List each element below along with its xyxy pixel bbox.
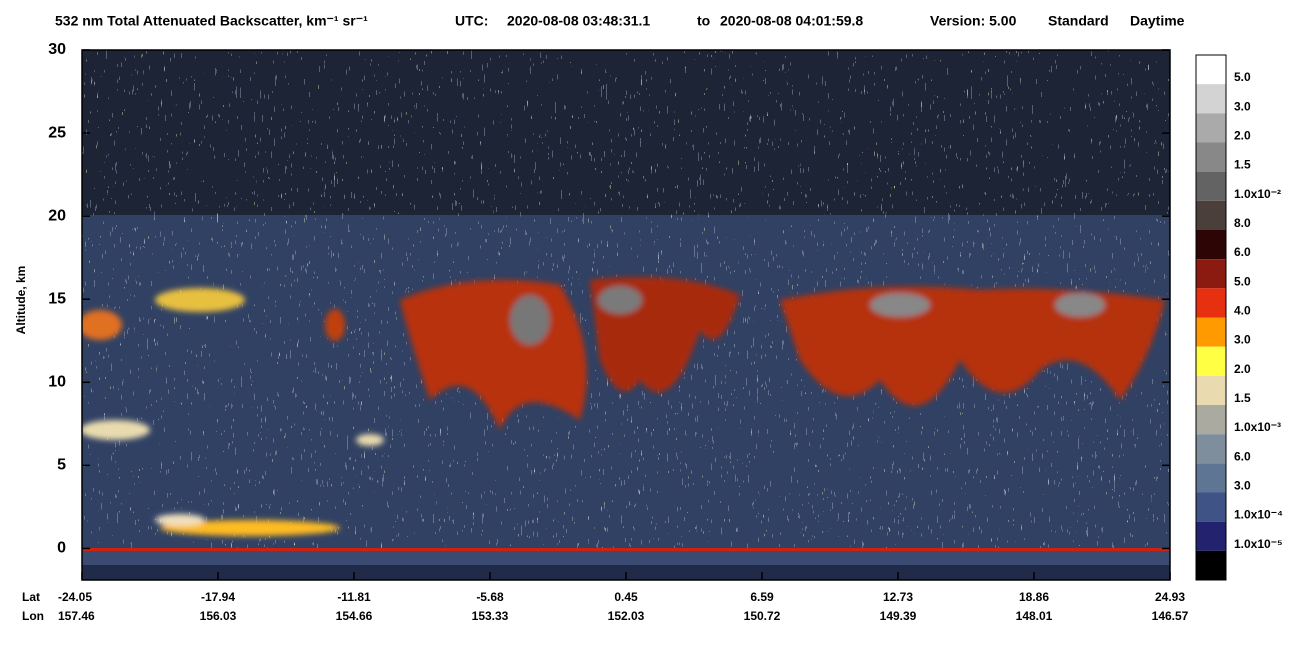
y-tick-label: 5 (57, 457, 66, 474)
colorbar-label: 1.0x10⁻⁴ (1234, 508, 1283, 522)
colorbar-bin (1196, 405, 1226, 435)
utc-start: 2020-08-08 03:48:31.1 (507, 13, 650, 29)
backscatter-image (82, 50, 1170, 580)
lat-label: 24.93 (1155, 590, 1185, 604)
colorbar-bin (1196, 492, 1226, 522)
lon-label: 146.57 (1152, 609, 1189, 623)
chart-title: 532 nm Total Attenuated Backscatter, km⁻… (55, 13, 368, 29)
lon-label: 153.33 (472, 609, 509, 623)
x-row-label: Lat (22, 590, 40, 604)
colorbar-bin (1196, 55, 1226, 85)
lon-label: 154.66 (336, 609, 373, 623)
colorbar-label: 2.0 (1234, 129, 1251, 143)
lon-label: 150.72 (744, 609, 781, 623)
colorbar-label: 8.0 (1234, 216, 1251, 230)
colorbar-label: 3.0 (1234, 479, 1251, 493)
lon-label: 152.03 (608, 609, 645, 623)
colorbar-bin (1196, 521, 1226, 551)
lon-label: 148.01 (1016, 609, 1053, 623)
utc-end: 2020-08-08 04:01:59.8 (720, 13, 863, 29)
colorbar-label: 1.0x10⁻⁵ (1234, 537, 1283, 551)
y-axis-label: Altitude, km (14, 266, 28, 335)
colorbar-bin (1196, 375, 1226, 405)
lighting: Daytime (1130, 13, 1185, 29)
utc-to: to (697, 13, 710, 29)
colorbar-label: 6.0 (1234, 449, 1251, 463)
colorbar-label: 4.0 (1234, 304, 1251, 318)
lat-label: -24.05 (58, 590, 92, 604)
version: Version: 5.00 (930, 13, 1017, 29)
colorbar-bin (1196, 550, 1226, 580)
colorbar-label: 1.0x10⁻³ (1234, 420, 1281, 434)
x-row-label: Lon (22, 609, 44, 623)
colorbar-frame (1195, 54, 1227, 581)
utc-label: UTC: (455, 13, 488, 29)
colorbar-label: 6.0 (1234, 245, 1251, 259)
lat-label: -17.94 (201, 590, 235, 604)
lat-label: 0.45 (614, 590, 638, 604)
product: Standard (1048, 13, 1109, 29)
colorbar-bin (1196, 113, 1226, 143)
colorbar-label: 1.5 (1234, 158, 1251, 172)
colorbar-label: 5.0 (1234, 70, 1251, 84)
colorbar-label: 3.0 (1234, 333, 1251, 347)
colorbar-bin (1196, 200, 1226, 230)
lon-label: 157.46 (58, 609, 95, 623)
colorbar-bin (1196, 84, 1226, 114)
lon-label: 149.39 (880, 609, 917, 623)
y-tick-label: 25 (48, 124, 66, 141)
colorbar-bin (1196, 230, 1226, 260)
y-tick-label: 30 (48, 41, 66, 58)
lat-label: 18.86 (1019, 590, 1049, 604)
colorbar-bin (1196, 259, 1226, 289)
colorbar-bin (1196, 142, 1226, 172)
y-tick-label: 20 (48, 207, 66, 224)
colorbar-bin (1196, 434, 1226, 464)
colorbar-bin (1196, 317, 1226, 347)
colorbar-label: 2.0 (1234, 362, 1251, 376)
colorbar-label: 5.0 (1234, 274, 1251, 288)
lat-label: 6.59 (750, 590, 774, 604)
colorbar-label: 3.0 (1234, 99, 1251, 113)
y-tick-label: 15 (48, 290, 66, 307)
lat-label: -5.68 (476, 590, 504, 604)
colorbar-bin (1196, 463, 1226, 493)
lat-label: 12.73 (883, 590, 913, 604)
colorbar-bin (1196, 171, 1226, 201)
lon-label: 156.03 (200, 609, 237, 623)
colorbar-bin (1196, 288, 1226, 318)
y-tick-label: 10 (48, 374, 66, 391)
colorbar-bin (1196, 346, 1226, 376)
y-tick-label: 0 (57, 540, 66, 557)
colorbar-label: 1.0x10⁻² (1234, 187, 1281, 201)
colorbar-label: 1.5 (1234, 391, 1251, 405)
lat-label: -11.81 (337, 590, 371, 604)
